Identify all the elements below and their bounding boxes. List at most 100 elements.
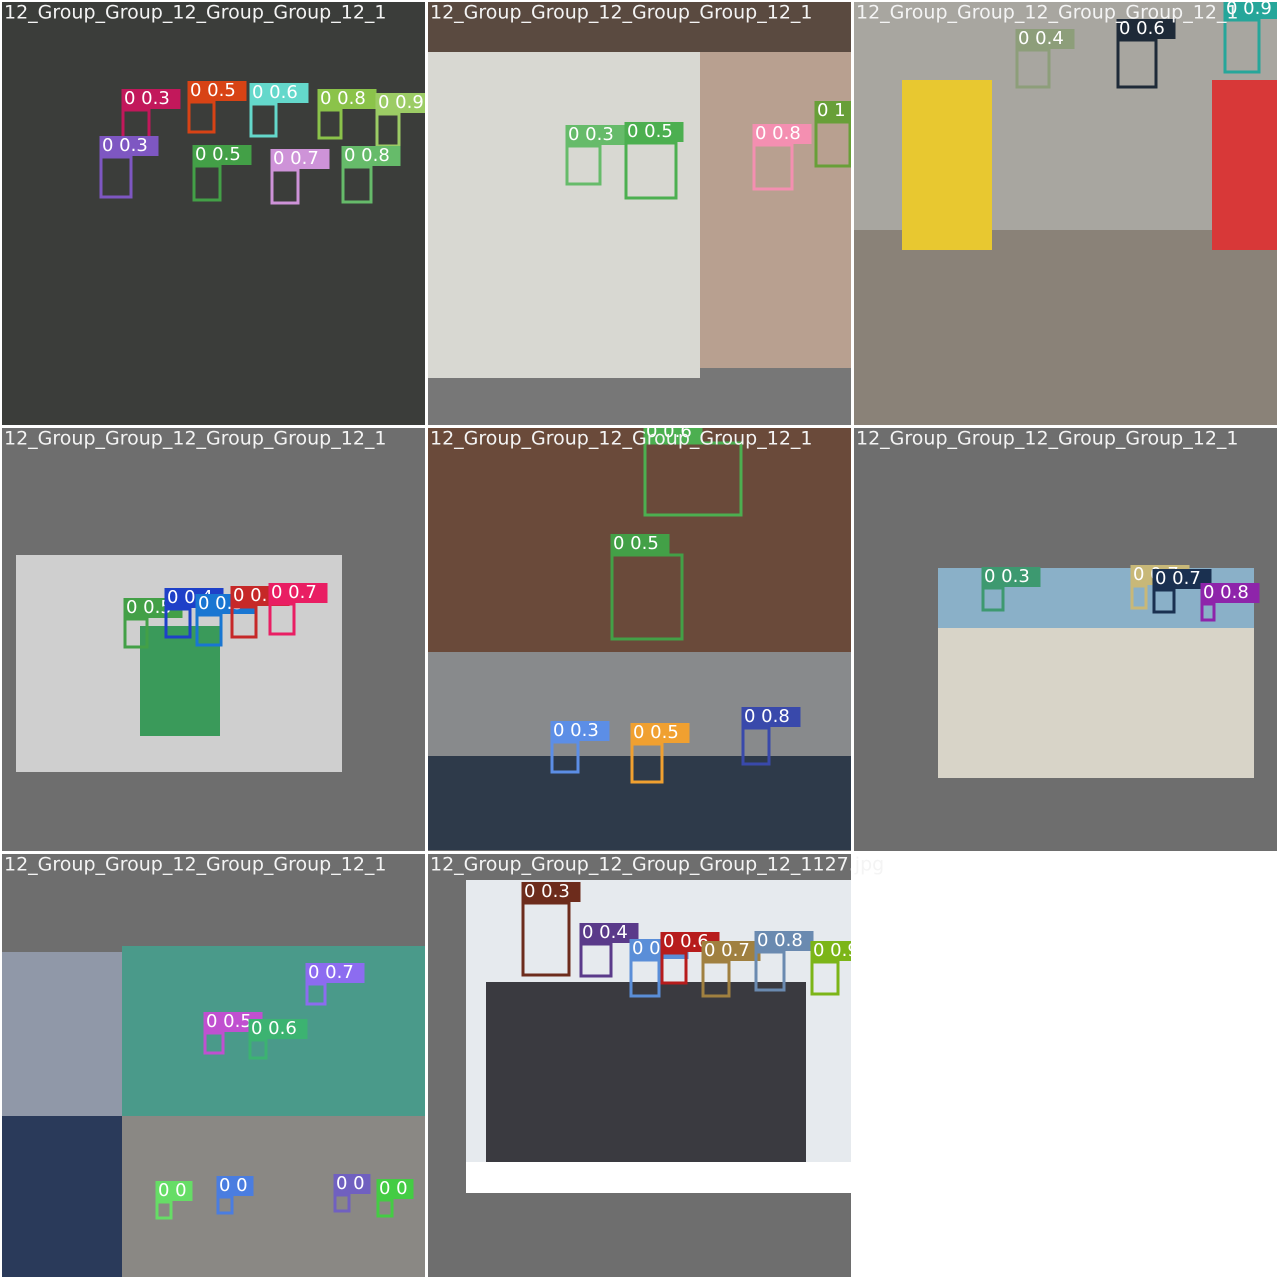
- tile: 0 0.3 0 0.5 0 0.8 0 1: [426, 0, 852, 426]
- box-label: 0 0.7: [271, 582, 317, 603]
- box-label: 0 0.8: [320, 88, 366, 109]
- label-background: [268, 583, 328, 603]
- box-label: 0 0: [158, 1180, 187, 1201]
- bounding-box: [810, 960, 840, 996]
- photo: [902, 80, 992, 250]
- label-background: [375, 93, 426, 113]
- box-label: 0 0: [336, 1173, 365, 1194]
- label-background: [1200, 583, 1260, 603]
- photo: [1212, 80, 1278, 250]
- box-label: 0 0.6: [251, 1018, 297, 1039]
- label-background: [1223, 0, 1278, 19]
- label-background: [270, 149, 330, 169]
- tile-title: 12_Group_Group_12_Group_Group_12_1: [430, 2, 813, 24]
- box-label: 0 1: [817, 100, 846, 121]
- photo: [466, 1162, 852, 1193]
- label-background: [317, 89, 377, 109]
- bounding-box: [1130, 584, 1148, 610]
- label-background: [203, 1012, 263, 1032]
- label-background: [630, 723, 690, 743]
- bounding-box: [629, 958, 661, 998]
- box-label: 0 0.9: [1226, 0, 1272, 19]
- photo: [486, 982, 806, 1162]
- box-label: 0 0.7: [273, 148, 319, 169]
- photo: [852, 230, 1278, 426]
- bounding-box: [660, 951, 688, 985]
- box-label: 0 0.8: [757, 930, 803, 951]
- box-label: 0 0.7: [308, 962, 354, 983]
- box-label: 0 0.5: [633, 722, 679, 743]
- box-label: 0 0.5: [190, 80, 236, 101]
- label-background: [333, 1174, 371, 1194]
- bounding-box: [521, 901, 571, 977]
- label-background: [814, 101, 852, 121]
- bounding-box: [741, 726, 771, 766]
- label-background: [155, 1181, 193, 1201]
- box-label: 0 0.3: [102, 135, 148, 156]
- photo: [2, 952, 122, 1116]
- bounding-box: [630, 742, 664, 784]
- bounding-box: [1015, 48, 1051, 89]
- label-background: [741, 707, 801, 727]
- tile: 0 0.30 0.70 0.70 0.8: [852, 426, 1278, 852]
- tile-title: 12_Group_Group_12_Group_Group_12_1: [4, 854, 387, 876]
- bounding-box: [701, 960, 731, 998]
- tile-title: 12_Group_Group_12_Group_Group_12_1: [856, 428, 1239, 450]
- bounding-box: [376, 1198, 394, 1218]
- label-background: [248, 1019, 308, 1039]
- box-label: 0 0.3: [524, 881, 570, 902]
- bounding-box: [268, 602, 296, 636]
- box-label: 0 0.8: [344, 145, 390, 166]
- tile-title: 12_Group_Group_12_Group_Group_12_1: [4, 428, 387, 450]
- box-label: 0 0: [219, 1175, 248, 1196]
- label-background: [521, 882, 581, 902]
- box-label: 0 0.7: [1155, 568, 1201, 589]
- label-background: [249, 83, 309, 103]
- bounding-box: [99, 155, 133, 199]
- label-background: [754, 931, 814, 951]
- bounding-box: [155, 1200, 173, 1220]
- photo: [2, 1116, 122, 1278]
- tile-border: [426, 852, 853, 1279]
- box-label: 0 0.9: [378, 92, 424, 113]
- bounding-box: [123, 617, 149, 649]
- label-background: [341, 146, 401, 166]
- tile-title: 12_Group_Group_12_Group_Group_12_1: [430, 428, 813, 450]
- bounding-box: [333, 1193, 351, 1213]
- box-label: 0 0.8: [744, 706, 790, 727]
- tile-border: [852, 426, 1279, 853]
- bounding-box: [981, 586, 1005, 612]
- bounding-box: [610, 553, 684, 641]
- label-background: [1116, 19, 1176, 39]
- box-label: 0 0.5: [627, 121, 673, 142]
- label-background: [192, 145, 252, 165]
- bounding-box: [565, 144, 602, 186]
- tile: 0 0.4 0 0.6 0 0.9: [852, 0, 1278, 426]
- bounding-box: [195, 613, 223, 647]
- bounding-box: [1152, 588, 1176, 614]
- photo: [140, 626, 220, 736]
- label-background: [624, 122, 684, 142]
- box-label: 0 0: [379, 1178, 408, 1199]
- bounding-box: [814, 120, 852, 168]
- box-label: 0 0.6: [663, 931, 709, 952]
- box-label: 0 0.8: [755, 123, 801, 144]
- tile-title: 12_Group_Group_12_Group_Group_12_1: [856, 2, 1239, 24]
- box-label: 0 0.3: [124, 88, 170, 109]
- label-background: [981, 567, 1041, 587]
- box-label: 0 0.5: [206, 1011, 252, 1032]
- box-label: 0 0.3: [984, 566, 1030, 587]
- photo: [0, 0, 426, 426]
- tile-title: 12_Group_Group_12_Group_Group_12_1127.jp…: [430, 854, 884, 876]
- bounding-box: [248, 1038, 268, 1060]
- label-background: [99, 136, 159, 156]
- bounding-box: [305, 982, 327, 1006]
- label-background: [187, 81, 247, 101]
- bounding-box: [203, 1031, 225, 1055]
- label-background: [1152, 569, 1212, 589]
- bounding-box: [192, 164, 222, 202]
- bounding-box: [270, 168, 300, 205]
- bounding-box: [230, 605, 258, 639]
- bounding-box: [754, 950, 786, 992]
